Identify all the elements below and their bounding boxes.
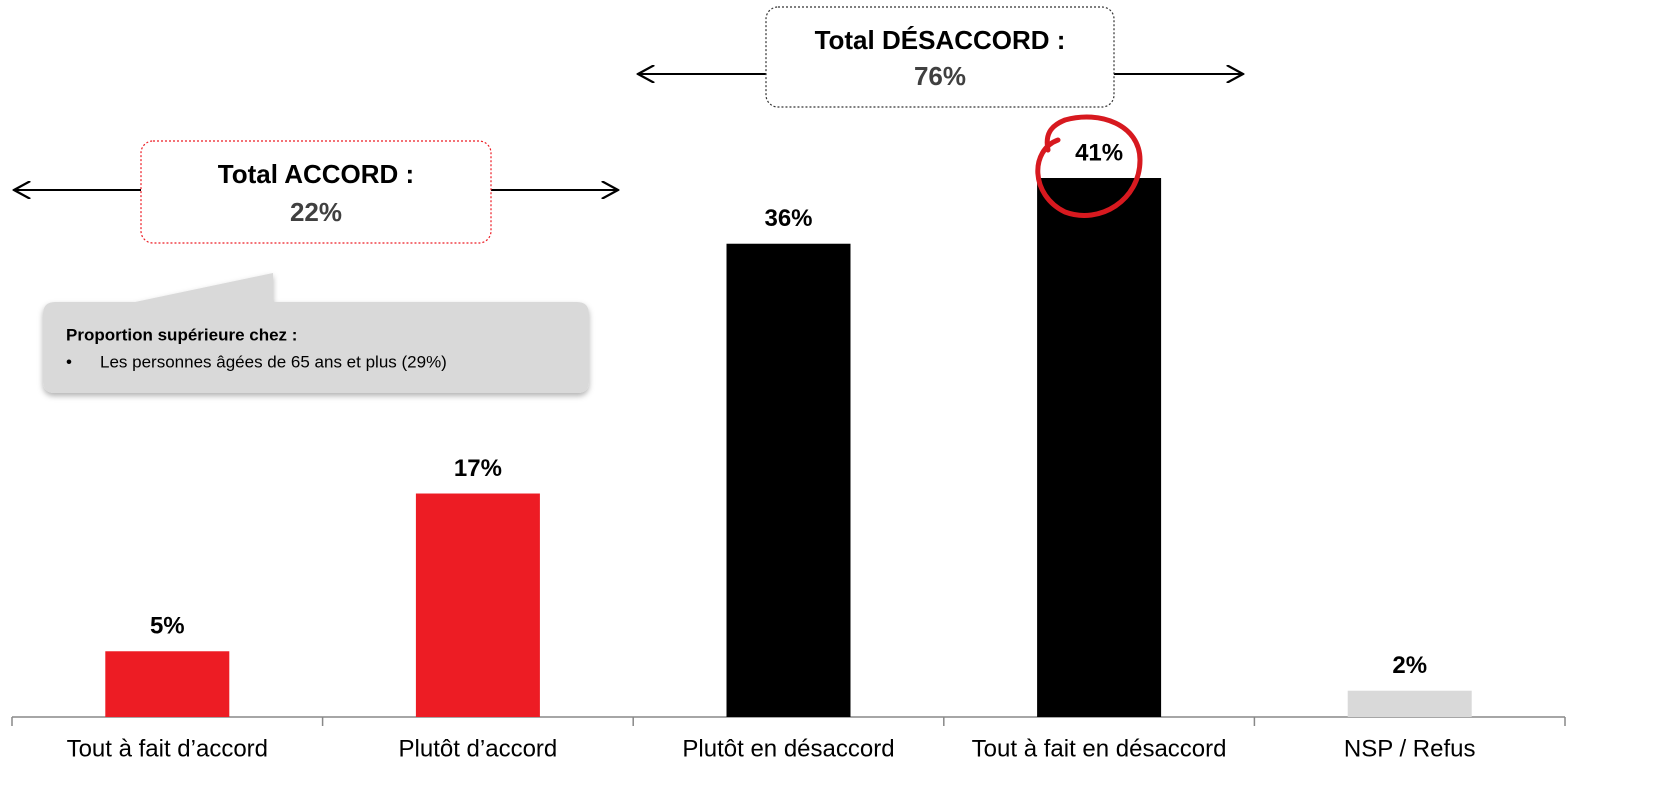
annotation-box <box>140 140 492 244</box>
x-tick-label: Plutôt d’accord <box>399 735 558 762</box>
bar <box>1347 690 1472 717</box>
value-label: 41% <box>1075 139 1123 166</box>
annotation-title: Total DÉSACCORD : <box>815 25 1066 55</box>
bar <box>415 493 540 717</box>
annotation-box <box>765 6 1115 108</box>
x-tick-label: Plutôt en désaccord <box>682 735 894 762</box>
x-tick-label: Tout à fait d’accord <box>67 735 268 762</box>
value-label: 17% <box>454 455 502 482</box>
callout-item: Les personnes âgées de 65 ans et plus (2… <box>100 352 447 371</box>
bar <box>105 651 230 717</box>
value-label: 2% <box>1392 652 1427 679</box>
callout-title: Proportion supérieure chez : <box>66 325 297 344</box>
x-tick-label: Tout à fait en désaccord <box>972 735 1227 762</box>
bullet: • <box>66 352 72 371</box>
value-label: 36% <box>764 205 812 232</box>
annotation-value: 76% <box>914 61 966 91</box>
callout <box>43 273 589 393</box>
value-label: 5% <box>150 613 185 640</box>
bar <box>1037 178 1162 717</box>
annotation-title: Total ACCORD : <box>218 159 414 189</box>
x-tick-label: NSP / Refus <box>1344 735 1476 762</box>
highlight-circle <box>1035 114 1143 218</box>
bar <box>726 243 851 718</box>
annotation-value: 22% <box>290 197 342 227</box>
